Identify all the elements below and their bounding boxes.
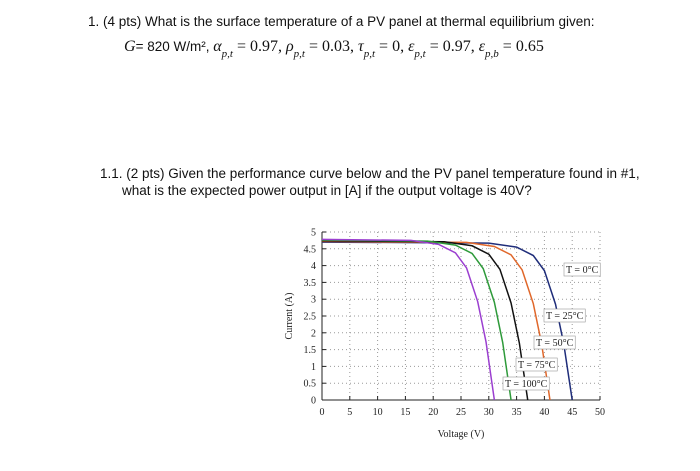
x-tick-label: 30 xyxy=(484,407,494,418)
subscript: p,t xyxy=(293,48,306,60)
value: = 0.97, xyxy=(426,38,479,55)
curve-label: T = 50°C xyxy=(536,338,574,349)
y-tick-label: 1.5 xyxy=(304,345,317,356)
label-box xyxy=(533,335,576,350)
x-tick-label: 45 xyxy=(567,407,577,418)
value: = 820 W/m², xyxy=(136,39,214,54)
question-2-line: 1.1. (2 pts) Given the performance curve… xyxy=(100,166,640,181)
iv-curve xyxy=(321,239,529,401)
value: = 0.65 xyxy=(499,38,544,55)
y-tick-label: 4.5 xyxy=(304,244,317,255)
question-1: 1. (4 pts) What is the surface temperatu… xyxy=(88,14,595,29)
x-tick-label: 40 xyxy=(539,407,549,418)
iv-curve xyxy=(321,239,512,401)
symbol: ε xyxy=(479,38,486,55)
y-tick-label: 0 xyxy=(311,396,316,407)
symbol: G xyxy=(124,38,136,55)
y-tick-label: 2 xyxy=(311,328,316,339)
x-tick-label: 25 xyxy=(456,407,466,418)
subscript: p,b xyxy=(484,48,499,60)
given-values: G= 820 W/m², αp,t = 0.97, ρp,t = 0.03, τ… xyxy=(124,38,544,60)
x-tick-label: 50 xyxy=(595,407,605,418)
chart: 00.511.522.533.544.550 5 10 15 20 25 30 35 40 45 5… xyxy=(284,228,605,441)
curve-label: T = 25°C xyxy=(546,311,584,322)
curve-label: T = 0°C xyxy=(566,265,599,276)
curve-label: T = 100°C xyxy=(505,379,548,390)
x-tick-label: 15 xyxy=(400,407,410,418)
curve-label: T = 75°C xyxy=(518,360,556,371)
x-tick-label: 35 xyxy=(512,407,522,418)
question-2-line: what is the expected power output in [A]… xyxy=(121,183,532,198)
value: = 0.03, xyxy=(305,38,358,55)
value: = 0, xyxy=(375,38,408,55)
label-box xyxy=(502,376,550,391)
label-box xyxy=(563,262,601,277)
x-tick-label: 10 xyxy=(373,407,383,418)
x-axis-label: Voltage (V) xyxy=(438,429,485,440)
x-tick-label: 0 xyxy=(320,407,325,418)
y-tick-label: 2.5 xyxy=(304,312,317,323)
subscript: p,t xyxy=(413,48,426,60)
subscript: p,t xyxy=(221,48,234,60)
y-tick-label: 0.5 xyxy=(304,379,317,390)
symbol: ε xyxy=(408,38,415,55)
y-tick-label: 1 xyxy=(311,362,316,373)
label-box xyxy=(543,308,586,323)
value: = 0.97, xyxy=(233,38,286,55)
y-tick-label: 3 xyxy=(311,295,316,306)
x-tick-label: 20 xyxy=(428,407,438,418)
y-tick-label: 4 xyxy=(311,261,316,272)
y-tick-label: 3.5 xyxy=(304,278,317,289)
symbol: ρ xyxy=(285,38,294,55)
y-tick-label: 5 xyxy=(311,228,316,239)
symbol: α xyxy=(213,38,222,55)
y-axis-label: Current (A) xyxy=(284,293,295,340)
label-box xyxy=(515,357,558,372)
x-tick-label: 5 xyxy=(347,407,352,418)
symbol: τ xyxy=(358,38,365,55)
iv-curve xyxy=(321,238,496,401)
subscript: p,t xyxy=(363,48,376,60)
